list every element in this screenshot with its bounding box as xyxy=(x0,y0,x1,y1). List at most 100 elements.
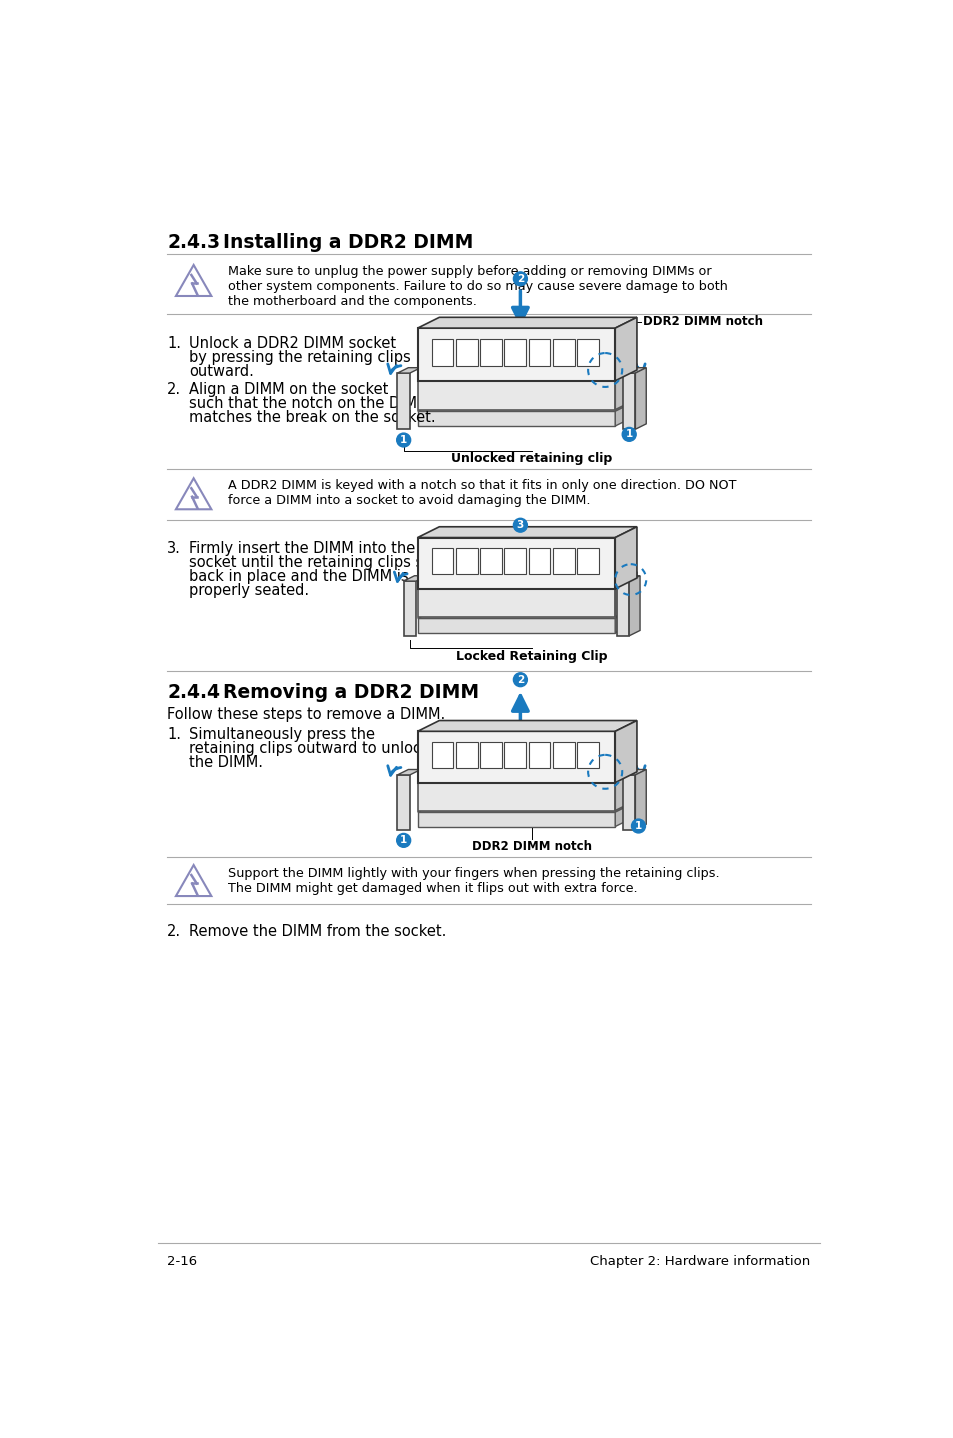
Circle shape xyxy=(513,518,527,532)
Text: A DDR2 DIMM is keyed with a notch so that it fits in only one direction. DO NOT
: A DDR2 DIMM is keyed with a notch so tha… xyxy=(228,479,736,508)
Circle shape xyxy=(396,834,410,847)
Polygon shape xyxy=(397,368,420,372)
Text: 2.4.3: 2.4.3 xyxy=(167,233,220,252)
FancyBboxPatch shape xyxy=(431,742,453,768)
FancyBboxPatch shape xyxy=(456,742,477,768)
Text: 1: 1 xyxy=(399,835,407,846)
Polygon shape xyxy=(417,411,615,426)
Polygon shape xyxy=(417,400,637,411)
Polygon shape xyxy=(403,581,416,636)
Polygon shape xyxy=(635,769,645,830)
Text: Removing a DDR2 DIMM: Removing a DDR2 DIMM xyxy=(223,683,478,702)
Circle shape xyxy=(631,820,645,833)
FancyBboxPatch shape xyxy=(528,338,550,367)
Polygon shape xyxy=(397,769,420,775)
Text: Remove the DIMM from the socket.: Remove the DIMM from the socket. xyxy=(189,923,446,939)
Polygon shape xyxy=(417,375,615,410)
FancyBboxPatch shape xyxy=(431,548,453,574)
FancyBboxPatch shape xyxy=(577,742,598,768)
Text: the DIMM.: the DIMM. xyxy=(189,755,263,771)
Polygon shape xyxy=(417,538,615,588)
Text: 2: 2 xyxy=(517,674,523,684)
Polygon shape xyxy=(417,618,615,633)
Polygon shape xyxy=(615,400,637,426)
Text: 2.: 2. xyxy=(167,383,181,397)
Polygon shape xyxy=(417,777,615,811)
FancyBboxPatch shape xyxy=(504,338,526,367)
FancyBboxPatch shape xyxy=(456,548,477,574)
Text: Make sure to unplug the power supply before adding or removing DIMMs or
other sy: Make sure to unplug the power supply bef… xyxy=(228,265,727,308)
Circle shape xyxy=(513,272,527,286)
Text: matches the break on the socket.: matches the break on the socket. xyxy=(189,410,436,424)
Text: 1.: 1. xyxy=(167,336,181,351)
Text: Unlock a DDR2 DIMM socket: Unlock a DDR2 DIMM socket xyxy=(189,336,395,351)
Text: such that the notch on the DIMM: such that the notch on the DIMM xyxy=(189,395,429,411)
Polygon shape xyxy=(615,720,637,782)
Polygon shape xyxy=(615,801,637,827)
Polygon shape xyxy=(622,769,645,775)
Polygon shape xyxy=(615,765,637,811)
FancyBboxPatch shape xyxy=(504,548,526,574)
FancyBboxPatch shape xyxy=(552,338,574,367)
Polygon shape xyxy=(617,575,639,581)
FancyBboxPatch shape xyxy=(552,548,574,574)
Text: DDR2 DIMM notch: DDR2 DIMM notch xyxy=(642,315,762,328)
FancyBboxPatch shape xyxy=(479,338,501,367)
FancyBboxPatch shape xyxy=(577,338,598,367)
Text: Chapter 2: Hardware information: Chapter 2: Hardware information xyxy=(590,1255,810,1268)
Polygon shape xyxy=(417,328,615,381)
Polygon shape xyxy=(635,368,645,430)
FancyBboxPatch shape xyxy=(528,742,550,768)
Text: back in place and the DIMM is: back in place and the DIMM is xyxy=(189,569,408,584)
Polygon shape xyxy=(617,581,629,636)
FancyBboxPatch shape xyxy=(577,548,598,574)
Text: retaining clips outward to unlock: retaining clips outward to unlock xyxy=(189,742,429,756)
Text: 3: 3 xyxy=(517,521,523,531)
Text: Installing a DDR2 DIMM: Installing a DDR2 DIMM xyxy=(223,233,473,252)
FancyBboxPatch shape xyxy=(431,338,453,367)
Polygon shape xyxy=(417,720,637,732)
Circle shape xyxy=(621,427,636,441)
Text: 1: 1 xyxy=(634,821,641,831)
Text: by pressing the retaining clips: by pressing the retaining clips xyxy=(189,349,411,365)
Polygon shape xyxy=(417,582,615,617)
Text: Unlocked retaining clip: Unlocked retaining clip xyxy=(451,452,612,464)
FancyBboxPatch shape xyxy=(479,742,501,768)
Polygon shape xyxy=(622,775,635,830)
Text: outward.: outward. xyxy=(189,364,253,378)
Text: properly seated.: properly seated. xyxy=(189,582,309,598)
Polygon shape xyxy=(417,572,637,582)
Circle shape xyxy=(513,673,527,687)
Circle shape xyxy=(396,433,410,447)
Text: 2.: 2. xyxy=(167,923,181,939)
Polygon shape xyxy=(615,608,637,633)
Polygon shape xyxy=(397,372,410,430)
Polygon shape xyxy=(629,575,639,636)
Text: DDR2 DIMM notch: DDR2 DIMM notch xyxy=(471,840,591,853)
Polygon shape xyxy=(622,368,645,372)
Text: 1.: 1. xyxy=(167,728,181,742)
Text: 1: 1 xyxy=(399,436,407,444)
Polygon shape xyxy=(615,318,637,381)
Text: Simultaneously press the: Simultaneously press the xyxy=(189,728,375,742)
Text: Locked Retaining Clip: Locked Retaining Clip xyxy=(456,650,607,663)
Polygon shape xyxy=(417,801,637,812)
Text: 2-16: 2-16 xyxy=(167,1255,197,1268)
Text: 1: 1 xyxy=(625,430,632,440)
Text: Support the DIMM lightly with your fingers when pressing the retaining clips.
Th: Support the DIMM lightly with your finge… xyxy=(228,867,719,896)
Polygon shape xyxy=(403,575,427,581)
FancyBboxPatch shape xyxy=(528,548,550,574)
Polygon shape xyxy=(417,608,637,618)
Polygon shape xyxy=(615,526,637,588)
Polygon shape xyxy=(417,732,615,782)
Polygon shape xyxy=(417,526,637,538)
Polygon shape xyxy=(417,364,637,375)
Text: socket until the retaining clips snap: socket until the retaining clips snap xyxy=(189,555,451,571)
Text: 3.: 3. xyxy=(167,541,181,557)
FancyBboxPatch shape xyxy=(552,742,574,768)
Text: 2.4.4: 2.4.4 xyxy=(167,683,220,702)
Polygon shape xyxy=(615,572,637,617)
Polygon shape xyxy=(615,364,637,410)
Polygon shape xyxy=(417,765,637,777)
Polygon shape xyxy=(622,372,635,430)
